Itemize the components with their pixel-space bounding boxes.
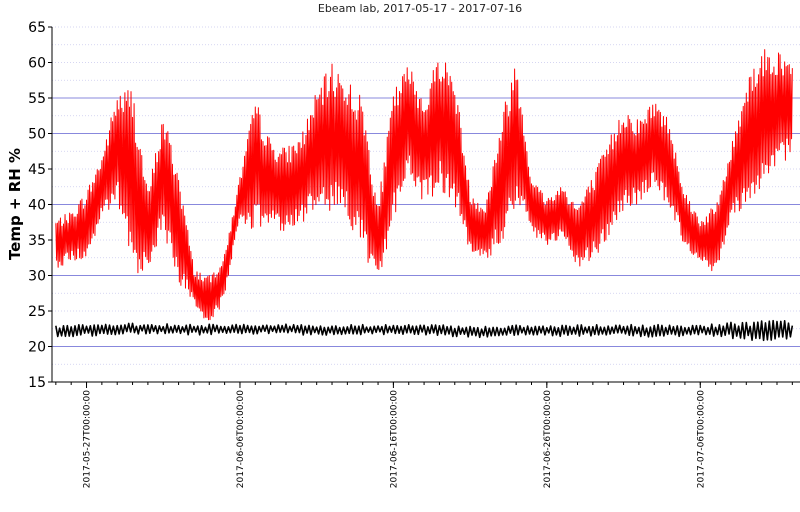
x-tick-label: 2017-06-06T00:00:00 [236, 390, 246, 488]
y-tick-label: 65 [28, 20, 46, 36]
y-tick-label: 40 [28, 198, 46, 214]
x-tick-label: 2017-07-06T00:00:00 [696, 390, 706, 488]
y-tick-label: 60 [28, 56, 46, 72]
axes: 15 20 25 30 35 40 45 50 55 60 65 2017-05-27T00:00:0… [28, 20, 800, 488]
y-tick-label: 35 [28, 233, 46, 249]
y-tick-label: 30 [28, 269, 46, 285]
x-tick-label: 2017-06-26T00:00:00 [543, 390, 553, 488]
y-tick-label: 25 [28, 304, 46, 320]
y-axis-label: Temp + RH % [6, 148, 24, 260]
series-layer [55, 49, 794, 342]
y-tick-label: 20 [28, 340, 46, 356]
chart-title: Ebeam lab, 2017-05-17 - 2017-07-16 [318, 2, 522, 15]
y-tick-label: 55 [28, 91, 46, 107]
x-tick-label: 2017-05-27T00:00:00 [83, 390, 93, 488]
series-line-temp [55, 319, 794, 342]
series-line-rh [55, 49, 793, 321]
y-tick-label: 50 [28, 127, 46, 143]
x-tick-label: 2017-06-16T00:00:00 [389, 390, 399, 488]
y-tick-label: 45 [28, 162, 46, 178]
y-tick-label: 15 [28, 375, 46, 391]
